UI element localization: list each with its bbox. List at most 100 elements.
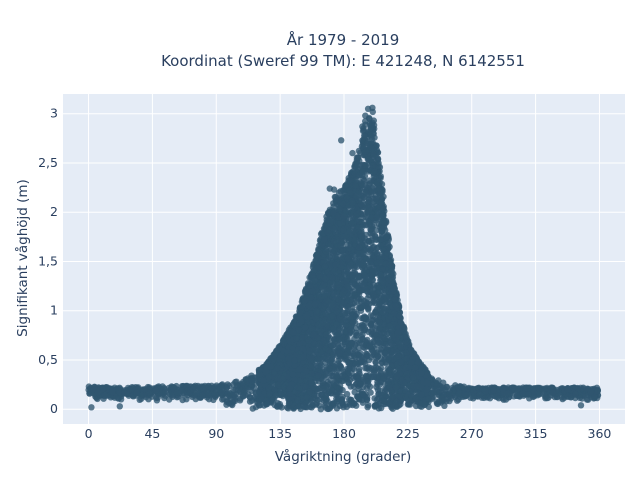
scatter-point [421, 401, 428, 408]
scatter-point [591, 394, 598, 401]
scatter-point [430, 389, 437, 397]
scatter-point [433, 382, 440, 389]
scatter-point [255, 366, 263, 374]
scatter-point [227, 390, 234, 398]
scatter-point [335, 189, 343, 196]
scatter-point [377, 173, 384, 180]
scatter-point [401, 386, 409, 394]
scatter-point [162, 388, 169, 396]
scatter-point [572, 390, 579, 398]
scatter-point [355, 344, 362, 352]
scatter-point [152, 387, 160, 394]
scatter-point [107, 394, 115, 401]
scatter-point [455, 391, 462, 398]
scatter-point [267, 363, 274, 370]
scatter-point [109, 388, 116, 396]
scatter-point [322, 248, 330, 255]
scatter-point [180, 389, 187, 397]
scatter-point [265, 373, 273, 381]
scatter-point [458, 384, 466, 391]
scatter-point [587, 389, 594, 396]
scatter-point [133, 389, 140, 397]
scatter-point [412, 395, 419, 402]
scatter-point [212, 391, 219, 399]
scatter-point [463, 391, 470, 399]
scatter-point [354, 161, 361, 168]
scatter-point [356, 322, 363, 330]
scatter-point [422, 371, 430, 379]
scatter-point [361, 133, 368, 140]
scatter-point [264, 400, 271, 407]
scatter-point [258, 396, 265, 403]
scatter-point [332, 197, 339, 204]
scatter-point [365, 306, 372, 313]
scatter-point [201, 382, 208, 390]
scatter-point [482, 388, 489, 395]
scatter-point [513, 392, 520, 399]
scatter-point [91, 383, 98, 390]
scatter-point [153, 397, 161, 404]
scatter-point [424, 386, 431, 393]
scatter-point [440, 379, 447, 386]
scatter-point [350, 278, 357, 285]
scatter-point [408, 359, 415, 366]
scatter-point [409, 374, 417, 381]
scatter-point [438, 395, 446, 402]
scatter-point [274, 364, 281, 372]
scatter-point [535, 384, 542, 391]
scatter-point [141, 386, 148, 393]
scatter-point [415, 359, 422, 366]
scatter-point [346, 177, 353, 184]
scatter-point [169, 393, 176, 400]
scatter-point [446, 390, 453, 397]
scatter-point [418, 391, 425, 398]
scatter-point [536, 391, 543, 398]
scatter-point [233, 382, 241, 390]
scatter-point [413, 383, 420, 390]
scatter-point [249, 405, 256, 412]
scatter-point [441, 402, 448, 409]
scatter-point [559, 395, 566, 403]
scatter-point [275, 345, 282, 353]
scatter-point [525, 391, 532, 398]
scatter-point [594, 387, 601, 395]
scatter-point [576, 394, 583, 401]
chart-title-line-2: Koordinat (Sweref 99 TM): E 421248, N 61… [161, 52, 525, 70]
scatter-point [499, 385, 507, 393]
scatter-point [424, 379, 431, 387]
scatter-point [260, 377, 267, 384]
scatter-point [94, 389, 102, 396]
scatter-point [355, 365, 363, 372]
scatter-point [492, 393, 499, 400]
scatter-point [405, 401, 412, 408]
scatter-point [270, 351, 278, 359]
scatter-point [210, 396, 217, 404]
scatter-point [248, 387, 255, 395]
scatter-point [549, 389, 557, 396]
scatter-point [231, 396, 238, 403]
scatter-point [205, 391, 212, 398]
scatter-point [116, 384, 123, 391]
scatter-point [274, 381, 282, 389]
scatter-point [449, 384, 456, 391]
scatter-point [265, 384, 273, 392]
scatter-points [85, 104, 602, 413]
scatter-point [365, 402, 372, 409]
scatter-point [173, 389, 180, 396]
scatter-point [271, 387, 278, 394]
scatter-point [277, 375, 284, 382]
scatter-point [355, 147, 363, 155]
scatter-point [183, 396, 190, 403]
scatter-point [583, 396, 591, 403]
scatter-point [454, 397, 461, 404]
scatter-point [121, 389, 128, 396]
scatter-point [266, 390, 273, 397]
scatter-point [519, 390, 527, 397]
scatter-point [192, 395, 199, 403]
scatter-point [272, 392, 280, 399]
scatter-point [490, 387, 497, 394]
scatter-point [223, 385, 230, 392]
scatter-point [407, 346, 415, 353]
scatter-point [541, 391, 548, 399]
